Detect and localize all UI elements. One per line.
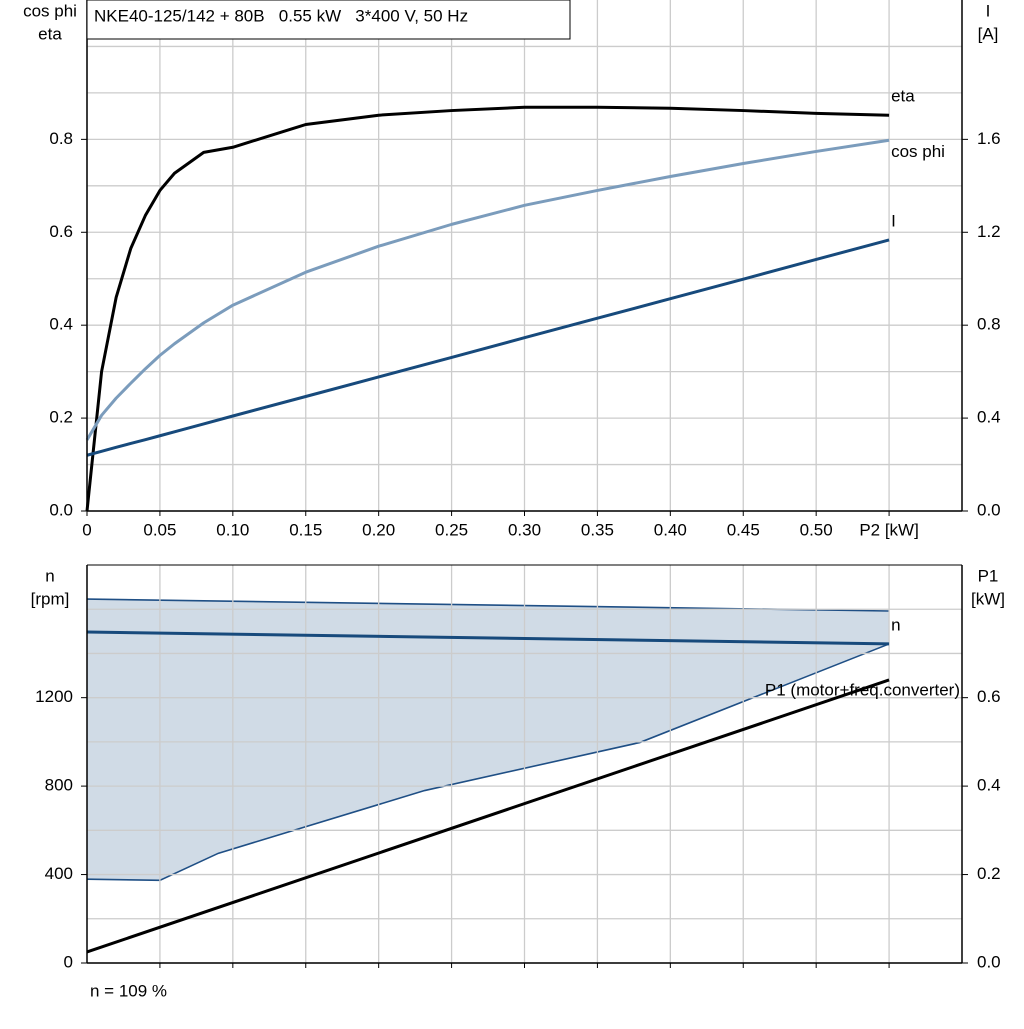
y-axis-title: [rpm] bbox=[31, 589, 70, 608]
y2-axis-title: I bbox=[986, 1, 991, 20]
series-label: eta bbox=[891, 87, 915, 106]
y-tick-label: 0.8 bbox=[49, 129, 73, 148]
y2-tick-label: 0.8 bbox=[977, 315, 1001, 334]
y-tick-label: 0.4 bbox=[49, 315, 73, 334]
y-tick-label: 400 bbox=[45, 864, 73, 883]
series-label: n bbox=[891, 615, 900, 634]
y-tick-label: 0.0 bbox=[49, 500, 73, 519]
y2-axis-title: [kW] bbox=[971, 589, 1005, 608]
series-line bbox=[86, 238, 890, 457]
y-axis-title: n bbox=[45, 566, 54, 585]
series-line bbox=[85, 138, 890, 441]
x-tick-label: 0.25 bbox=[435, 520, 468, 539]
series-line bbox=[86, 630, 890, 646]
x-tick-label: 0.15 bbox=[289, 520, 322, 539]
x-tick-label: 0.30 bbox=[508, 520, 541, 539]
y-tick-label: 800 bbox=[45, 776, 73, 795]
y-axis-title: eta bbox=[38, 24, 62, 43]
series-label: I bbox=[891, 211, 896, 230]
x-tick-label: 0.50 bbox=[800, 520, 833, 539]
y2-tick-label: 0.0 bbox=[977, 500, 1001, 519]
y2-tick-label: 1.6 bbox=[977, 129, 1001, 148]
note: n = 109 % bbox=[90, 981, 167, 1000]
x-tick-label: 0.35 bbox=[581, 520, 614, 539]
y-tick-label: 1200 bbox=[35, 687, 73, 706]
y2-axis-title: P1 bbox=[978, 566, 999, 585]
x-tick-label: 0.40 bbox=[654, 520, 687, 539]
chart-title: NKE40-125/142 + 80B 0.55 kW 3*400 V, 50 … bbox=[94, 6, 468, 25]
y2-tick-label: 0.2 bbox=[977, 864, 1001, 883]
series-line bbox=[85, 105, 890, 512]
x-tick-label: 0.20 bbox=[362, 520, 395, 539]
title-box bbox=[86, 0, 571, 40]
y2-tick-label: 0.4 bbox=[977, 408, 1001, 427]
y-tick-label: 0.2 bbox=[49, 408, 73, 427]
series-label: cos phi bbox=[891, 142, 945, 161]
range-edge bbox=[86, 643, 890, 882]
y-axis-title: cos phi bbox=[23, 1, 77, 20]
x-tick-label: 0.05 bbox=[143, 520, 176, 539]
x-tick-label: P2 [kW] bbox=[859, 520, 919, 539]
y2-tick-label: 0.6 bbox=[977, 687, 1001, 706]
x-tick-label: 0.10 bbox=[216, 520, 249, 539]
y2-tick-label: 0.0 bbox=[977, 952, 1001, 971]
y2-tick-label: 0.4 bbox=[977, 776, 1001, 795]
y2-tick-label: 1.2 bbox=[977, 222, 1001, 241]
y2-axis-title: [A] bbox=[978, 24, 999, 43]
y-tick-label: 0 bbox=[64, 952, 73, 971]
series-line bbox=[86, 678, 890, 954]
x-tick-label: 0 bbox=[82, 520, 91, 539]
series-label: P1 (motor+freq.converter) bbox=[765, 680, 960, 699]
range-area bbox=[87, 599, 890, 881]
y-tick-label: 0.6 bbox=[49, 222, 73, 241]
x-tick-label: 0.45 bbox=[727, 520, 760, 539]
